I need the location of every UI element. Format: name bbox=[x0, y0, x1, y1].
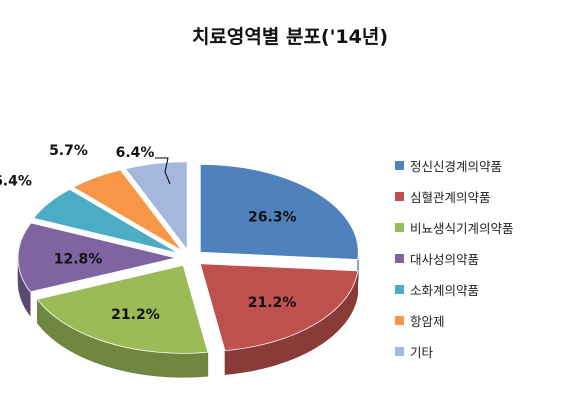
legend-item: 항암제 bbox=[395, 305, 575, 336]
legend-label: 기타 bbox=[410, 345, 434, 360]
legend-item: 소화계의약품 bbox=[395, 274, 575, 305]
data-label-6: 5.7% bbox=[49, 143, 88, 159]
pie-slice-2 bbox=[199, 263, 359, 352]
data-label-5: 6.4% bbox=[0, 174, 32, 190]
legend-label: 심혈관계의약품 bbox=[410, 190, 491, 205]
legend-item: 기타 bbox=[395, 336, 575, 367]
legend-item: 정신신경계의약품 bbox=[395, 150, 575, 181]
data-label-3: 21.2% bbox=[111, 307, 160, 323]
legend-label: 항암제 bbox=[410, 314, 445, 329]
legend-label: 비뇨생식기계의약품 bbox=[410, 221, 514, 236]
chart-title: 치료영역별 분포('14년) bbox=[191, 26, 389, 48]
legend-item: 비뇨생식기계의약품 bbox=[395, 212, 575, 243]
data-label-7: 6.4% bbox=[116, 145, 155, 161]
legend-swatch bbox=[395, 161, 404, 170]
legend-swatch bbox=[395, 254, 404, 263]
leader-line-7 bbox=[155, 157, 171, 185]
legend-item: 심혈관계의약품 bbox=[395, 181, 575, 212]
pie-slice-1 bbox=[199, 163, 359, 260]
data-label-4: 12.8% bbox=[54, 252, 103, 268]
pie-slice-5 bbox=[32, 188, 179, 254]
legend-swatch bbox=[395, 223, 404, 232]
pie-slice-3 bbox=[36, 264, 209, 354]
legend-swatch bbox=[395, 192, 404, 201]
pie-tops bbox=[17, 161, 359, 354]
pie-slice-4 bbox=[17, 222, 177, 293]
legend-item: 대사성의약품 bbox=[395, 243, 575, 274]
legend-label: 대사성의약품 bbox=[410, 252, 480, 267]
legend-label: 정신신경계의약품 bbox=[410, 159, 503, 174]
legend-label: 소화계의약품 bbox=[410, 283, 480, 298]
data-label-2: 21.2% bbox=[248, 295, 297, 311]
legend-swatch bbox=[395, 285, 404, 294]
pie-labels: 26.3% 21.2% 21.2% 12.8% 6.4% 5.7% 6.4% bbox=[0, 143, 297, 323]
legend-swatch bbox=[395, 347, 404, 356]
pie-slice-6 bbox=[72, 169, 183, 252]
data-label-1: 26.3% bbox=[248, 209, 297, 225]
pie-slice-7 bbox=[124, 161, 188, 251]
legend-swatch bbox=[395, 316, 404, 325]
